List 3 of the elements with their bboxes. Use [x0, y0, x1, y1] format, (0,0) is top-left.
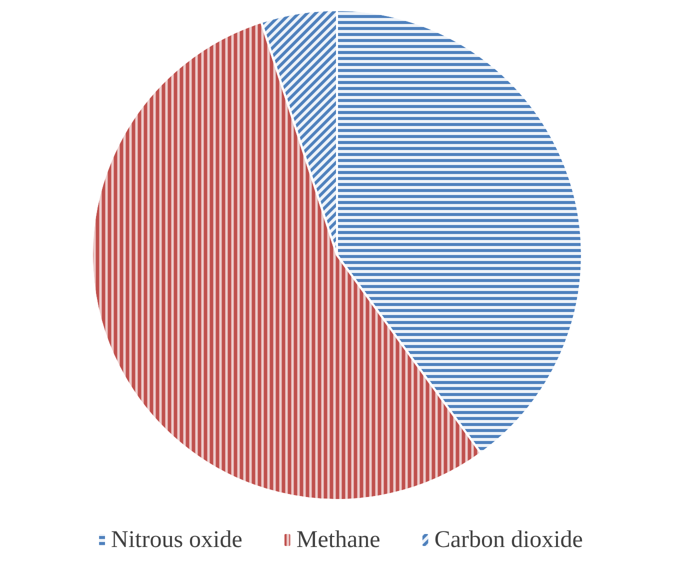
- legend-label: Methane: [296, 527, 380, 553]
- legend-label: Nitrous oxide: [111, 527, 242, 553]
- legend-label: Carbon dioxide: [434, 527, 583, 553]
